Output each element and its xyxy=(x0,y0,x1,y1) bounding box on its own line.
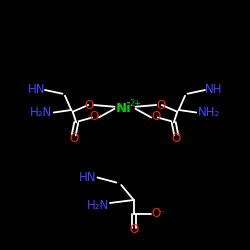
Text: HN: HN xyxy=(79,171,96,184)
Text: O: O xyxy=(151,110,160,123)
Text: O: O xyxy=(90,110,99,123)
Text: O: O xyxy=(69,132,78,144)
Text: O: O xyxy=(84,99,94,112)
Text: H₂N: H₂N xyxy=(30,106,52,119)
Text: O: O xyxy=(129,223,138,236)
Text: O: O xyxy=(156,99,166,112)
Text: Ni: Ni xyxy=(116,102,132,115)
Text: NH: NH xyxy=(204,83,222,96)
Text: NH₂: NH₂ xyxy=(198,106,220,119)
Text: H₂N: H₂N xyxy=(86,199,108,212)
Text: 2+: 2+ xyxy=(130,99,141,108)
Text: HN: HN xyxy=(28,83,46,96)
Text: O: O xyxy=(172,132,181,144)
Text: ··: ·· xyxy=(159,208,165,218)
Text: O: O xyxy=(152,207,161,220)
